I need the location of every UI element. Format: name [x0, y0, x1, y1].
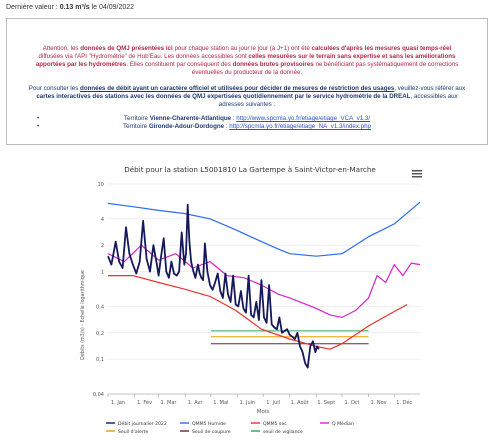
territory-sep: : [224, 123, 230, 130]
territory-item-gad: • Territoire Gironde-Adour-Dordogne : ht… [7, 123, 487, 131]
territory-label: Territoire [123, 115, 150, 122]
legend-item[interactable]: Seuil de coupure [180, 429, 231, 435]
legend-label: QMM5 Humide [192, 421, 226, 427]
info-text: Pour consulter les données de débit ayan… [27, 85, 467, 109]
info-part: données de débit ayant un caractère offi… [80, 85, 209, 92]
y-tick-label: 4 [101, 217, 104, 223]
info-part: Pour consulter les [28, 85, 81, 92]
series-line [107, 244, 421, 318]
bullet-icon: • [37, 123, 40, 130]
x-tick-label: 1. Avr [188, 400, 203, 406]
territory-sep: : [231, 115, 237, 122]
info-part: , veuillez-vous référer aux [394, 85, 466, 92]
territory-name: Gironde-Adour-Dordogne [148, 123, 225, 130]
x-tick-label: 1. Août [291, 399, 309, 406]
last-value-line: Dernière valeur : 0.13 m³/s le 04/09/202… [6, 4, 134, 11]
hamburger-menu-icon[interactable] [412, 170, 422, 178]
y-tick-label: 0,2 [96, 331, 104, 337]
legend-item[interactable]: QMM5 sec [251, 421, 287, 427]
legend-item[interactable]: Débit journalier 2022 [106, 420, 167, 427]
flow-chart: Débit pour la station L5001810 La Gartem… [79, 165, 422, 435]
legend-label: Q Médian [332, 420, 354, 427]
warning-part: ne bénéficiant pas systématiquement de c… [191, 61, 459, 76]
last-value: 0.13 m³/s [59, 4, 90, 11]
warning-part: celles mesurées sur le terrain sans expe… [35, 53, 456, 68]
legend-item[interactable]: Seuil d'alerte [106, 429, 148, 435]
notice-box: Attention, les données de QMJ présentées… [6, 18, 488, 145]
legend-item[interactable]: seuil de vigilance [251, 429, 303, 435]
warning-part: données brutes provisoires [232, 61, 314, 68]
chart-title: Débit pour la station L5001810 La Gartem… [124, 165, 376, 174]
warning-part: . Elles constituent par conséquent des [126, 61, 233, 68]
legend-label: seuil de vigilance [263, 429, 303, 435]
legend-label: Seuil d'alerte [118, 429, 148, 435]
x-tick-label: 1. Sept [317, 400, 335, 406]
series-line [107, 203, 320, 369]
x-tick-label: 1. Déc [396, 399, 412, 406]
x-tick-label: 1. Juin [240, 400, 256, 406]
territory-name: Vienne-Charente-Atlantique [149, 115, 232, 122]
y-tick-label: 0,04 [93, 392, 104, 398]
info-part: , accessibles aux adresses suivantes : [218, 93, 458, 108]
y-tick-label: 1 [101, 270, 104, 276]
legend-label: Seuil de coupure [192, 429, 231, 435]
territory-link[interactable]: http://www.spcmla.yo.fr/etiage/etiage_VC… [236, 115, 371, 122]
warning-part: diffusées via l'API "Hydrométrie" de Hub… [38, 53, 249, 60]
territory-label: Territoire [123, 123, 149, 130]
last-value-label: Dernière valeur : [6, 4, 58, 11]
info-part: et utilisées pour décider de mesures de … [209, 85, 395, 92]
territory-item-vca: • Territoire Vienne-Charente-Atlantique … [7, 115, 487, 123]
y-tick-label: 0,4 [96, 304, 104, 310]
x-tick-label: 1. Mar [161, 400, 178, 406]
info-part: cartes interactives des stations avec le… [36, 93, 411, 100]
legend-item[interactable]: Q Médian [320, 420, 354, 427]
warning-part: Attention, les [42, 45, 81, 52]
x-tick-label: 1. Mai [213, 400, 228, 406]
x-tick-label: 1. Jan [111, 400, 125, 406]
x-tick-label: 1. Nov [371, 400, 387, 406]
y-tick-label: 2 [101, 243, 104, 249]
y-tick-label: 0,1 [96, 357, 104, 363]
y-tick-label: 10 [98, 182, 104, 188]
legend-item[interactable]: QMM5 Humide [180, 421, 226, 427]
legend-label: Débit journalier 2022 [118, 420, 167, 427]
last-value-date: le 04/09/2022 [91, 4, 135, 11]
y-axis-label: Débits (m3/s) - Echelle logarithmique [79, 270, 86, 360]
x-tick-label: 1. Oct [344, 400, 359, 406]
warning-part: calculées d'après les mesures quasi temp… [311, 45, 452, 52]
legend-label: QMM5 sec [263, 421, 287, 427]
x-axis-label: Mois [257, 409, 270, 415]
x-tick-label: 1. Juil [266, 400, 280, 406]
warning-part: pour chaque station au jour le jour (à J… [172, 45, 312, 52]
warning-text: Attention, les données de QMJ présentées… [31, 45, 463, 77]
series-line [107, 201, 421, 257]
series-line [108, 274, 408, 350]
territory-link[interactable]: http://spcmla.yo.fr/etiage/etiage_NA_v1.… [229, 123, 371, 130]
chart-container: Débit pour la station L5001810 La Gartem… [0, 150, 500, 440]
bullet-icon: • [37, 115, 40, 122]
warning-part: données de QMJ présentées ici [80, 45, 173, 52]
x-tick-label: 1. Fév [137, 399, 152, 406]
